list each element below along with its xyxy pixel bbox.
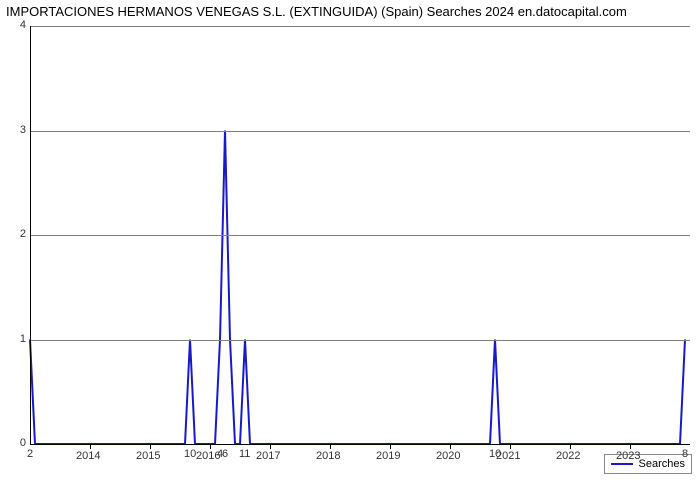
x-tick-mark: [390, 444, 391, 449]
x-tick-label: 2023: [616, 450, 640, 462]
x-tick-label: 2020: [436, 450, 460, 462]
x-tick-mark: [630, 444, 631, 449]
y-axis-line: [30, 26, 31, 444]
y-tick-label: 3: [20, 124, 26, 136]
data-point-label: 6: [222, 448, 228, 460]
x-tick-mark: [270, 444, 271, 449]
y-tick-label: 4: [20, 19, 26, 31]
x-tick-mark: [330, 444, 331, 449]
x-tick-label: 2017: [256, 450, 280, 462]
grid-line: [30, 26, 690, 27]
y-tick-label: 1: [20, 333, 26, 345]
x-tick-label: 2022: [556, 450, 580, 462]
data-point-label: 8: [682, 448, 688, 460]
x-tick-mark: [570, 444, 571, 449]
legend-swatch: [611, 463, 633, 465]
data-point-label: 11: [239, 448, 250, 460]
plot-area: [30, 26, 690, 444]
grid-line: [30, 131, 690, 132]
x-axis-line: [30, 444, 690, 445]
grid-line: [30, 340, 690, 341]
data-point-label: 2: [27, 448, 33, 460]
grid-line: [30, 235, 690, 236]
data-point-label: 10: [184, 448, 196, 460]
x-tick-mark: [90, 444, 91, 449]
x-tick-label: 2019: [376, 450, 400, 462]
x-tick-mark: [450, 444, 451, 449]
x-tick-mark: [510, 444, 511, 449]
x-tick-label: 2014: [76, 450, 100, 462]
x-tick-label: 2015: [136, 450, 160, 462]
data-point-label: 10: [489, 448, 501, 460]
y-tick-label: 2: [20, 228, 26, 240]
chart-title: IMPORTACIONES HERMANOS VENEGAS S.L. (EXT…: [6, 4, 627, 19]
y-tick-label: 0: [20, 437, 26, 449]
chart-container: IMPORTACIONES HERMANOS VENEGAS S.L. (EXT…: [0, 0, 700, 500]
x-tick-label: 2018: [316, 450, 340, 462]
legend-label: Searches: [639, 458, 685, 470]
x-tick-mark: [210, 444, 211, 449]
x-tick-mark: [150, 444, 151, 449]
